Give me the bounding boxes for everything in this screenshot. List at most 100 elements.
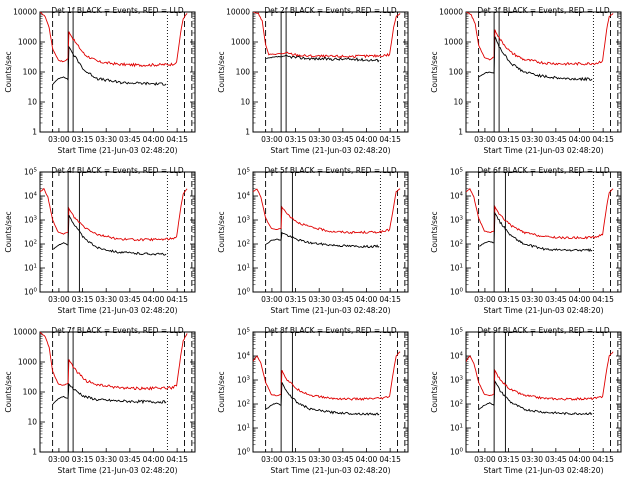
y-tick-base: 10000 (439, 8, 463, 17)
y-tick-base: 100 (23, 68, 38, 77)
y-axis-label: Counts/sec (430, 211, 439, 252)
y-tick-label: 101 (24, 264, 37, 273)
y-tick-base: 10 (450, 376, 460, 385)
chart-panel-5: Det 5f BLACK = Events, RED = LLD Start Ti… (217, 166, 409, 315)
y-tick-exponent: 4 (460, 192, 464, 198)
y-tick-label: 102 (24, 240, 37, 249)
y-tick-base: 10000 (13, 8, 37, 17)
plot-frame (465, 331, 622, 453)
y-tick-exponent: 4 (247, 192, 251, 198)
chart-title: Det 8f BLACK = Events, RED = LLD (264, 326, 397, 335)
y-tick-exponent: 3 (460, 216, 464, 222)
y-tick-base: 10 (450, 400, 460, 409)
y-tick-base: 10 (453, 98, 463, 107)
y-tick-exponent: 5 (460, 328, 464, 334)
chart-panel-8: Det 8f BLACK = Events, RED = LLD Start Ti… (217, 326, 409, 475)
series-line-events (266, 54, 380, 63)
y-axis-label: Counts/sec (430, 371, 439, 412)
y-tick-exponent: 3 (34, 216, 38, 222)
y-tick-base: 10 (24, 192, 34, 201)
series-line-lld (253, 188, 401, 235)
chart-panel-3: Det 3f BLACK = Events, RED = LLD Start Ti… (430, 6, 622, 155)
x-tick-label: 03:30 (95, 295, 117, 304)
y-tick-exponent: 5 (247, 168, 251, 174)
y-tick-base: 10 (450, 352, 460, 361)
y-tick-label: 10 (453, 98, 463, 107)
x-tick-label: 04:15 (592, 455, 614, 464)
y-tick-exponent: 4 (460, 352, 464, 358)
y-tick-label: 10000 (226, 8, 250, 17)
y-tick-exponent: 1 (247, 424, 251, 430)
x-tick-label: 04:15 (592, 135, 614, 144)
y-tick-label: 100 (23, 68, 38, 77)
y-tick-exponent: 2 (460, 240, 464, 246)
y-tick-label: 102 (450, 240, 463, 249)
chart-panel-9: Det 9f BLACK = Events, RED = LLD Start Ti… (430, 326, 622, 475)
y-tick-base: 10 (240, 98, 250, 107)
y-tick-label: 103 (450, 216, 464, 225)
chart-panel-4: Det 4f BLACK = Events, RED = LLD Start Ti… (4, 166, 196, 315)
y-tick-exponent: 1 (34, 264, 38, 270)
x-axis-label: Start Time (21-Jun-03 02:48:20) (484, 306, 604, 315)
x-tick-label: 04:00 (356, 295, 378, 304)
plot-frame (39, 171, 196, 293)
y-tick-exponent: 2 (247, 400, 251, 406)
y-tick-label: 1000 (231, 38, 250, 47)
x-tick-label: 03:45 (332, 135, 354, 144)
y-tick-base: 10 (237, 216, 247, 225)
series-line-events (479, 211, 593, 253)
y-tick-label: 102 (450, 400, 463, 409)
series-line-events (265, 231, 380, 249)
y-tick-label: 1 (458, 128, 463, 137)
y-tick-exponent: 4 (34, 192, 38, 198)
y-tick-label: 105 (237, 168, 251, 177)
x-tick-label: 03:45 (119, 135, 141, 144)
series-line-lld (40, 332, 188, 391)
chart-panel-6: Det 6f BLACK = Events, RED = LLD Start Ti… (430, 166, 622, 315)
x-tick-label: 03:00 (48, 455, 70, 464)
y-tick-label: 10000 (13, 328, 37, 337)
y-tick-base: 10 (237, 400, 247, 409)
y-tick-exponent: 2 (460, 400, 464, 406)
y-tick-base: 10 (237, 352, 247, 361)
x-tick-label: 03:15 (72, 455, 94, 464)
y-tick-base: 10 (237, 328, 247, 337)
y-tick-label: 103 (237, 376, 251, 385)
y-tick-exponent: 0 (34, 288, 38, 294)
y-tick-exponent: 1 (460, 424, 464, 430)
y-tick-exponent: 1 (460, 264, 464, 270)
y-tick-exponent: 3 (247, 376, 251, 382)
y-tick-base: 1 (458, 128, 463, 137)
chart-title: Det 3f BLACK = Events, RED = LLD (477, 6, 610, 15)
y-tick-exponent: 5 (460, 168, 464, 174)
y-tick-base: 10 (450, 448, 460, 457)
y-tick-exponent: 0 (460, 288, 464, 294)
y-tick-label: 10 (27, 418, 37, 427)
y-tick-base: 100 (23, 388, 38, 397)
series-line-events (478, 36, 593, 82)
y-tick-base: 10000 (226, 8, 250, 17)
y-tick-label: 103 (450, 376, 464, 385)
y-tick-label: 1 (32, 448, 37, 457)
x-tick-label: 03:00 (474, 455, 496, 464)
y-tick-exponent: 0 (460, 448, 464, 454)
chart-title: Det 6f BLACK = Events, RED = LLD (477, 166, 610, 175)
y-tick-base: 10 (450, 288, 460, 297)
x-tick-label: 04:00 (569, 455, 591, 464)
y-tick-label: 100 (450, 448, 464, 457)
x-axis-label: Start Time (21-Jun-03 02:48:20) (271, 466, 391, 475)
y-tick-base: 10 (24, 216, 34, 225)
chart-title: Det 1f BLACK = Events, RED = LLD (51, 6, 184, 15)
series-line-lld (466, 12, 614, 66)
x-tick-label: 04:00 (143, 295, 165, 304)
x-tick-label: 03:00 (474, 295, 496, 304)
y-axis-label: Counts/sec (4, 371, 13, 412)
y-tick-label: 104 (450, 352, 464, 361)
x-tick-label: 04:15 (379, 135, 401, 144)
y-tick-label: 105 (24, 168, 38, 177)
x-tick-label: 04:15 (379, 295, 401, 304)
y-tick-base: 10 (27, 98, 37, 107)
x-tick-label: 03:15 (498, 135, 520, 144)
y-tick-base: 10 (450, 264, 460, 273)
